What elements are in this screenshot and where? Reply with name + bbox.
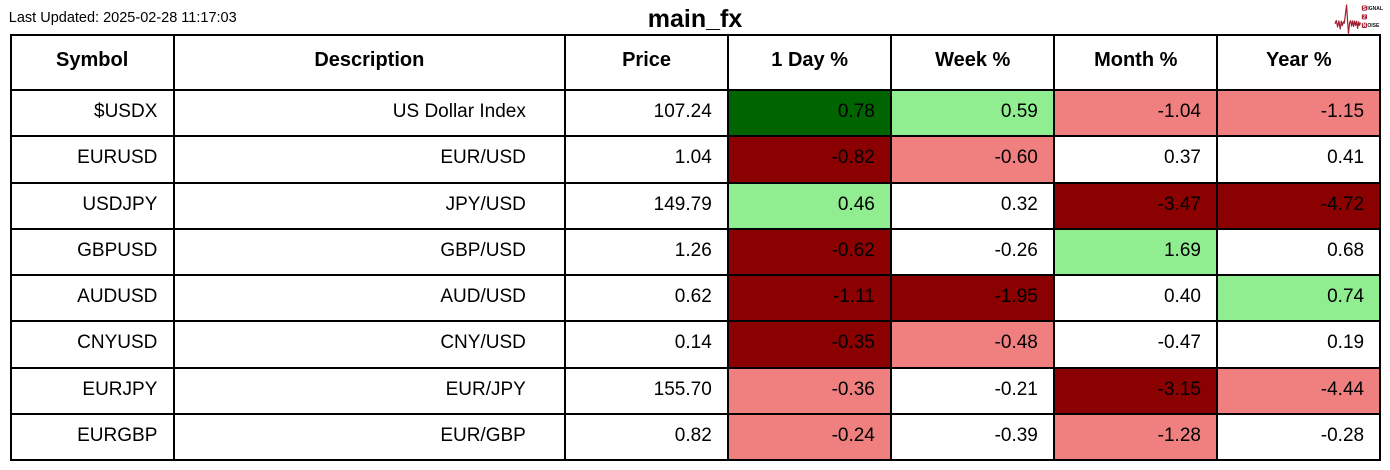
svg-text:2: 2 bbox=[1363, 15, 1366, 21]
svg-text:S: S bbox=[1363, 6, 1367, 12]
svg-text:N: N bbox=[1363, 23, 1367, 29]
svg-text:IGNAL: IGNAL bbox=[1367, 6, 1383, 12]
svg-text:OISE: OISE bbox=[1367, 23, 1380, 29]
